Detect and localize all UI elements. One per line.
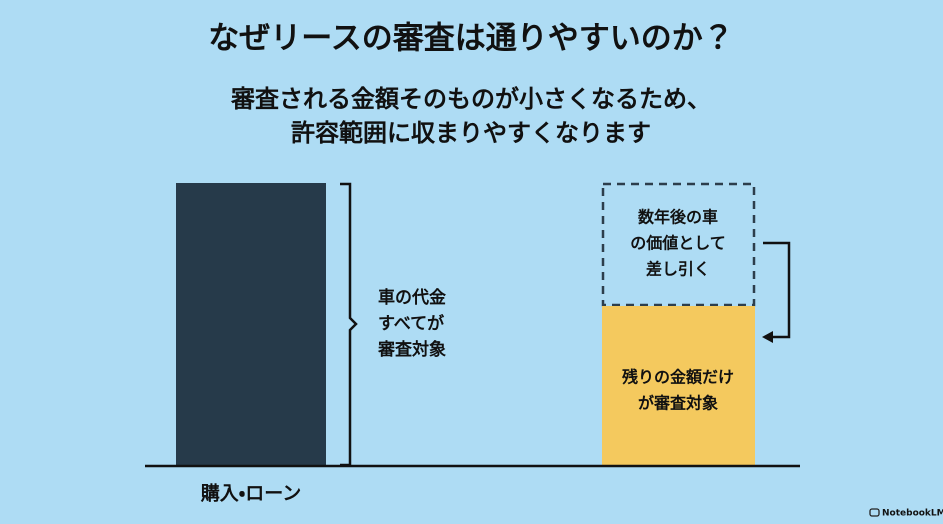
arrow-head: [762, 331, 773, 343]
bracket-note-line: 車の代金: [378, 287, 446, 308]
left-label: 購入・ローン: [201, 482, 302, 505]
bracket-note-line: 審査対象: [377, 339, 446, 360]
remaining-line: 残りの金額だけ: [621, 368, 734, 387]
bracket-note-line: すべてが: [378, 313, 444, 334]
deducted-box: [601, 182, 756, 307]
full-amount-bar: [176, 183, 326, 466]
deducted-line: 数年後の車: [638, 208, 718, 227]
deducted-line: 差し引く: [646, 260, 710, 279]
deducted-line: の価値として: [630, 234, 726, 253]
remaining-line: が審査対象: [638, 394, 718, 413]
arrow: [763, 241, 791, 339]
brand: NotebookLM: [882, 509, 943, 519]
brand-icon: [869, 508, 880, 517]
subtitle-line: 許容範囲に収まりやすくなります: [291, 119, 651, 147]
remaining-box: [602, 306, 755, 466]
title: なぜリースの審査は通りやすいのか？: [208, 21, 733, 57]
subtitle-line: 審査される金額そのものが小さくなるため、: [230, 85, 711, 113]
